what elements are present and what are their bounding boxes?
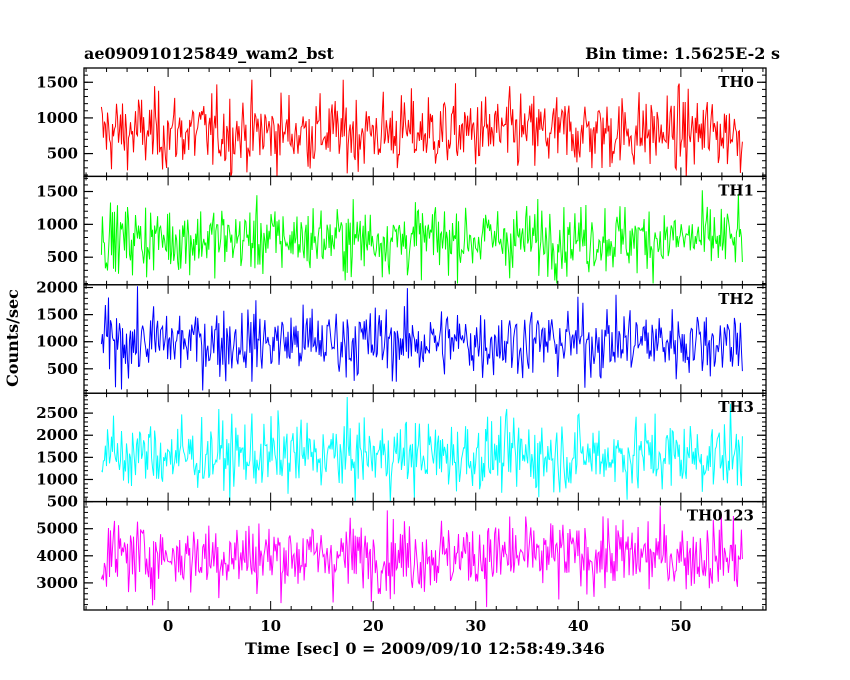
x-axis-label: Time [sec] 0 = 2009/09/10 12:58:49.346 — [245, 639, 605, 658]
x-axis: 0 10 20 30 40 50 — [163, 617, 691, 635]
y-tick-label: 1000 — [36, 109, 78, 127]
bin-time-label: Bin time: 1.5625E-2 s — [585, 44, 780, 63]
panel-label-th2: TH2 — [718, 290, 754, 308]
y-tick-label: 500 — [47, 360, 78, 378]
panel-th2: 500 1000 1500 2000 TH2 — [36, 279, 767, 394]
chart-title: ae090910125849_wam2_bst — [84, 44, 335, 63]
panel-label-th3: TH3 — [718, 398, 754, 416]
panel-th1: 500 1000 1500 TH1 — [36, 175, 767, 286]
panel-frame — [83, 392, 767, 503]
y-tick-label: 1500 — [36, 73, 78, 91]
y-tick-label: 500 — [47, 248, 78, 266]
panel-label-th1: TH1 — [718, 181, 754, 199]
x-tick-label: 50 — [670, 617, 691, 635]
x-tick-label: 10 — [260, 617, 281, 635]
y-tick-label: 1500 — [36, 306, 78, 324]
panel-frame — [83, 500, 767, 611]
panel-label-th0: TH0 — [718, 73, 754, 91]
y-tick-label: 1500 — [36, 183, 78, 201]
y-tick-label: 3000 — [36, 574, 78, 592]
x-tick-label: 0 — [163, 617, 173, 635]
x-tick-label: 40 — [568, 617, 589, 635]
x-tick-label: 30 — [465, 617, 486, 635]
panel-label-th0123: TH0123 — [687, 507, 754, 525]
y-tick-label: 500 — [47, 145, 78, 163]
y-tick-label: 5000 — [36, 520, 78, 538]
y-tick-label: 1000 — [36, 215, 78, 233]
y-tick-label: 2000 — [36, 279, 78, 297]
y-tick-label: 2500 — [36, 404, 78, 422]
panel-th0123: 3000 4000 5000 TH0123 — [36, 500, 767, 611]
x-tick-label: 20 — [363, 617, 384, 635]
y-axis-label: Counts/sec — [3, 289, 22, 387]
series-line-th2 — [100, 286, 743, 391]
y-tick-label: 4000 — [36, 547, 78, 565]
series-line-th3 — [101, 396, 743, 502]
y-tick-label: 1000 — [36, 333, 78, 351]
y-tick-label: 1000 — [36, 470, 78, 488]
series-line-th1 — [100, 190, 743, 284]
series-line-th0123 — [100, 506, 743, 608]
y-tick-label: 500 — [47, 493, 78, 511]
panel-th0: 500 1000 1500 TH0 — [36, 67, 767, 178]
y-tick-label: 2000 — [36, 426, 78, 444]
panel-th3: 500 1000 1500 2000 2500 TH3 — [36, 392, 767, 511]
y-tick-label: 1500 — [36, 448, 78, 466]
panels-group: 500 1000 1500 TH0 500 1000 1500 TH1 500 1000 1500 2… — [36, 67, 767, 611]
panel-frame — [83, 67, 767, 178]
series-line-th0 — [100, 79, 743, 177]
